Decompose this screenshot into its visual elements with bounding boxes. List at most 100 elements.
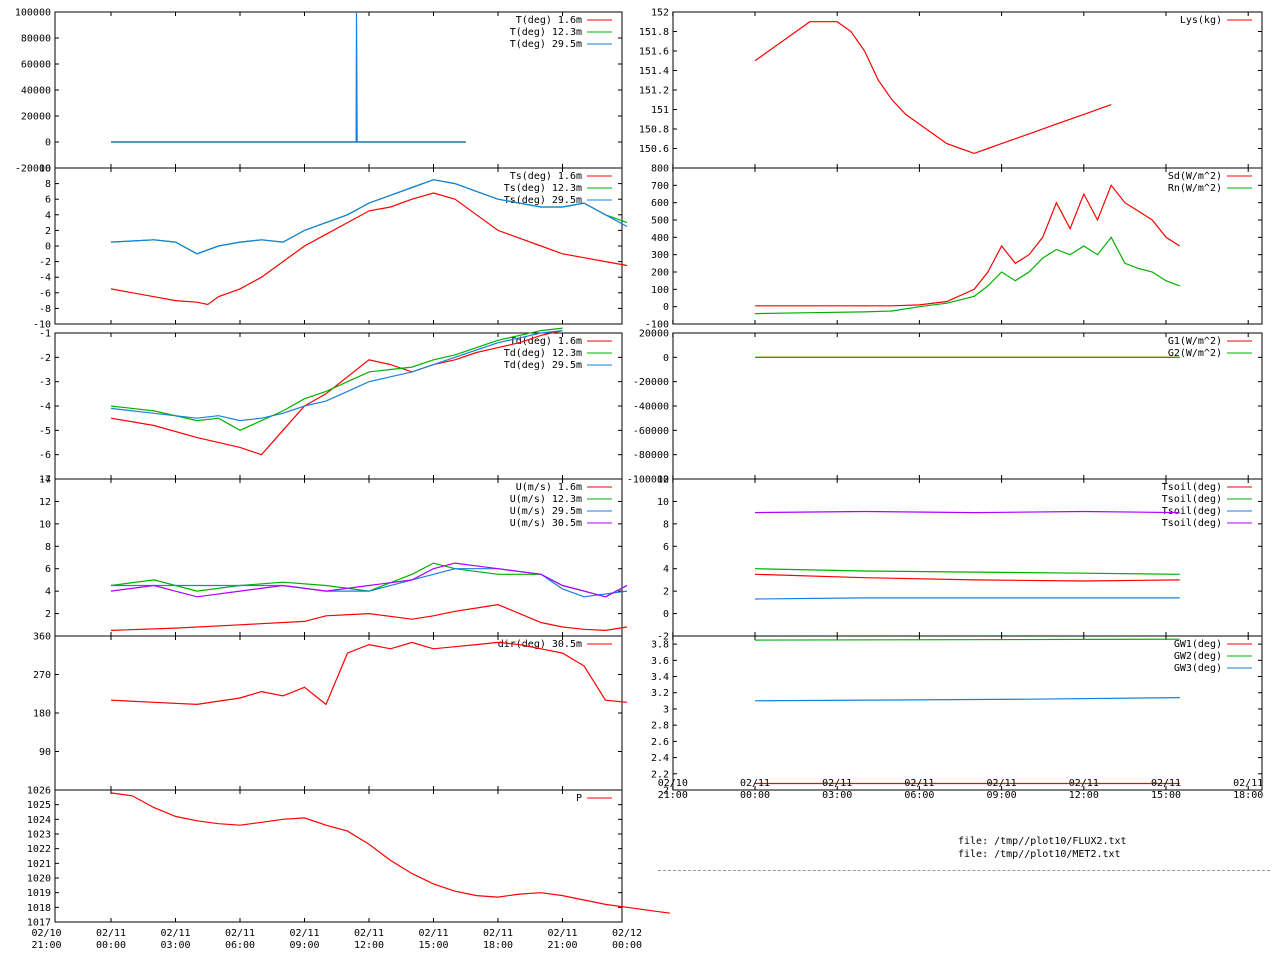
x-tick-label-time: 18:00 (1233, 790, 1263, 801)
y-tick-label: 152 (651, 8, 669, 19)
x-tick-label-time: 06:00 (904, 790, 934, 801)
x-tick-label-date: 02/10 (658, 778, 688, 789)
x-tick-label-time: 09:00 (289, 940, 319, 951)
y-tick-label: 10 (39, 164, 51, 175)
y-tick-label: -6 (39, 450, 51, 461)
y-tick-label: 600 (651, 198, 669, 209)
x-tick-label-time: 03:00 (160, 940, 190, 951)
y-tick-label: 2.2 (651, 769, 669, 780)
y-tick-label: 80000 (21, 34, 51, 45)
y-tick-label: 3.4 (651, 672, 669, 683)
y-tick-label: 10 (657, 497, 669, 508)
x-tick-label-time: 12:00 (354, 940, 384, 951)
x-tick-label-time: 09:00 (987, 790, 1017, 801)
series-line (755, 184, 1181, 307)
legend-label: GW3(deg) (1174, 663, 1222, 674)
y-tick-label: 1022 (27, 844, 51, 855)
legend-label: Ts(deg) 12.3m (504, 183, 582, 194)
y-tick-label: 300 (651, 250, 669, 261)
y-tick-label: -40000 (633, 402, 669, 413)
y-tick-label: 180 (33, 709, 51, 720)
y-tick-label: 8 (663, 519, 669, 530)
y-tick-label: 151.6 (639, 47, 669, 58)
y-tick-label: -10 (33, 320, 51, 331)
y-tick-label: 12 (39, 497, 51, 508)
series-line (754, 21, 1112, 155)
x-tick-label-time: 21:00 (547, 940, 577, 951)
x-tick-label-time: 21:00 (31, 940, 61, 951)
y-tick-label: 200 (651, 268, 669, 279)
y-tick-label: 12 (657, 475, 669, 486)
series-line (754, 597, 1180, 600)
y-tick-label: 40000 (21, 86, 51, 97)
x-tick-label-date: 02/11 (1233, 778, 1263, 789)
y-tick-label: 2 (663, 587, 669, 598)
legend-label: Tsoil(deg) (1162, 494, 1222, 505)
y-tick-label: 151.8 (639, 27, 669, 38)
y-tick-label: 4 (663, 564, 669, 575)
x-tick-label-date: 02/11 (96, 928, 126, 939)
y-tick-label: -6 (39, 288, 51, 299)
legend-label: U(m/s) 12.3m (510, 494, 582, 505)
series-line (754, 568, 1180, 575)
y-tick-label: -100 (645, 320, 669, 331)
file-line-1: file: /tmp//plot10/FLUX2.txt (958, 836, 1127, 847)
panel-frame (54, 789, 623, 923)
y-tick-label: 100 (651, 285, 669, 296)
divider (658, 870, 1270, 871)
y-tick-label: -60000 (633, 426, 669, 437)
y-tick-label: 400 (651, 233, 669, 244)
y-tick-label: 0 (663, 609, 669, 620)
series-line (110, 330, 563, 456)
y-tick-label: 2.6 (651, 737, 669, 748)
y-tick-label: -4 (39, 402, 51, 413)
legend-label: dir(deg) 30.5m (498, 639, 582, 650)
file-list: file: /tmp//plot10/FLUX2.txt file: /tmp/… (958, 835, 1127, 861)
y-tick-label: -2 (657, 632, 669, 643)
y-tick-label: 100000 (15, 8, 51, 19)
legend-label: T(deg) 12.3m (510, 27, 582, 38)
y-tick-label: 6 (45, 195, 51, 206)
series-line (754, 236, 1180, 315)
series-line (110, 641, 628, 706)
x-tick-label-time: 15:00 (1151, 790, 1181, 801)
legend-label: Td(deg) 12.3m (504, 348, 582, 359)
legend-label: Ts(deg) 29.5m (504, 195, 582, 206)
y-tick-label: 2.8 (651, 721, 669, 732)
y-tick-label: 0 (663, 353, 669, 364)
legend-label: Tsoil(deg) (1162, 506, 1222, 517)
series-line (111, 11, 466, 143)
series-line (754, 510, 1180, 514)
legend-label: Tsoil(deg) (1162, 482, 1222, 493)
legend-label: Sd(W/m^2) (1168, 171, 1222, 182)
x-tick-label-date: 02/11 (225, 928, 255, 939)
y-tick-label: 2 (45, 226, 51, 237)
y-tick-label: -20000 (633, 377, 669, 388)
legend-label: T(deg) 29.5m (510, 39, 582, 50)
series-line (110, 327, 563, 431)
y-tick-label: 4 (45, 587, 51, 598)
panel-frame (672, 167, 1263, 325)
series-line (754, 573, 1180, 582)
y-tick-label: 1019 (27, 888, 51, 899)
panel-frame (672, 11, 1263, 169)
x-tick-label-date: 02/11 (547, 928, 577, 939)
legend-label: Tsoil(deg) (1162, 518, 1222, 529)
y-tick-label: 150.6 (639, 144, 669, 155)
y-tick-label: 1023 (27, 830, 51, 841)
y-tick-label: 90 (39, 747, 51, 758)
y-tick-label: -8 (39, 304, 51, 315)
x-tick-label-time: 18:00 (483, 940, 513, 951)
y-tick-label: -2 (39, 257, 51, 268)
x-tick-label-date: 02/11 (354, 928, 384, 939)
series-line (110, 562, 628, 598)
y-tick-label: 0 (45, 242, 51, 253)
y-tick-label: 6 (663, 542, 669, 553)
y-tick-label: 10 (39, 519, 51, 530)
series-line (110, 792, 671, 914)
series-line (754, 638, 1180, 641)
x-tick-label-date: 02/11 (160, 928, 190, 939)
y-tick-label: -80000 (633, 450, 669, 461)
series-line (110, 179, 628, 255)
y-tick-label: -1 (39, 329, 51, 340)
